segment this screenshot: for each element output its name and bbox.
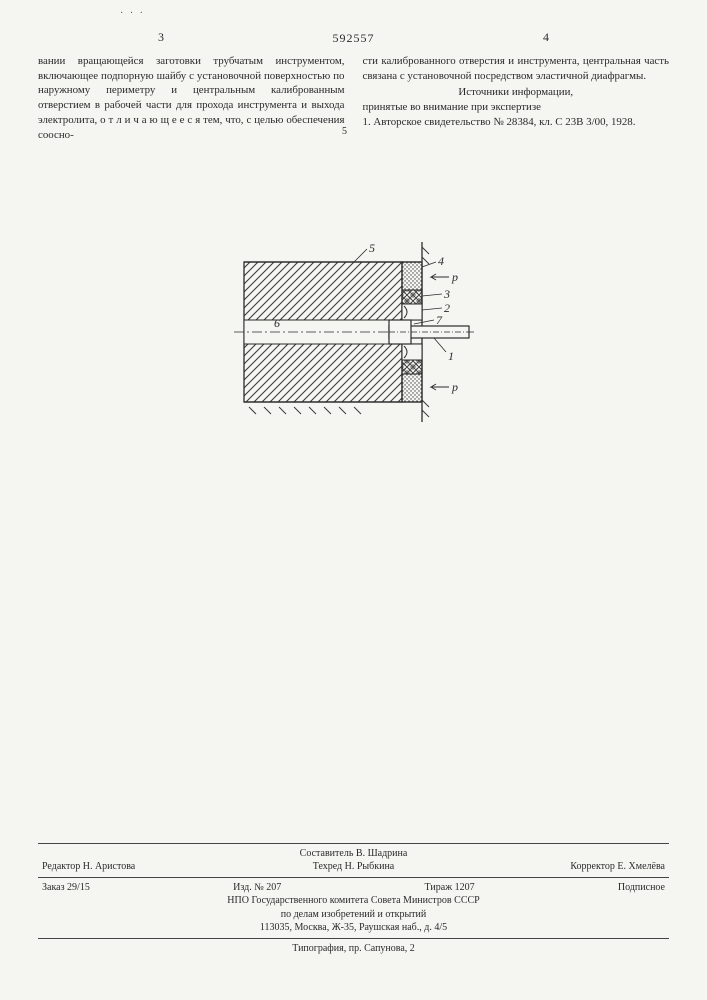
sources-heading: Источники информации,: [458, 86, 573, 98]
figure-label-6: 6: [274, 316, 280, 330]
body-columns: вании вращающейся заготовки трубчатым ин…: [38, 54, 669, 142]
page-number-left: 3: [158, 30, 164, 45]
figure-diagram: 5 6 4 3 2 1 7 p p: [224, 232, 484, 432]
figure-label-2: 2: [444, 301, 450, 315]
figure-ring-top: [402, 290, 422, 304]
figure-label-4: 4: [438, 254, 444, 268]
footer-compiler: Составитель В. Шадрина: [38, 847, 669, 861]
footer-address: 113035, Москва, Ж-35, Раушская наб., д. …: [38, 921, 669, 935]
footer-block: Составитель В. Шадрина Редактор Н. Арист…: [38, 840, 669, 956]
footer-order: Заказ 29/15: [42, 881, 90, 895]
footer-credits-row: Редактор Н. Аристова Техред Н. Рыбкина К…: [38, 860, 669, 874]
document-id: 592557: [38, 31, 669, 46]
footer-org2: по делам изобретений и открытий: [38, 908, 669, 922]
figure-zone: 5 6 4 3 2 1 7 p p: [38, 232, 669, 432]
figure-ring-bottom: [402, 360, 422, 374]
footer-izdanie: Изд. № 207: [233, 881, 281, 895]
footer-tirazh: Тираж 1207: [425, 881, 475, 895]
left-column-text: вании вращающейся заготовки трубчатым ин…: [38, 55, 345, 141]
footer-org1: НПО Государственного комитета Совета Мин…: [38, 894, 669, 908]
figure-ground-hatch: [249, 407, 361, 414]
right-column-text-top: сти калиброванного отверстия и инструмен…: [363, 55, 670, 82]
page-root: · · · 3 4 592557 вании вращающейся загот…: [0, 0, 707, 1000]
footer-editor: Редактор Н. Аристова: [42, 860, 248, 874]
figure-label-1: 1: [448, 349, 454, 363]
footer-print-row: Заказ 29/15 Изд. № 207 Тираж 1207 Подпис…: [38, 881, 669, 895]
header-smudge: · · ·: [120, 8, 145, 19]
footer-typography: Типография, пр. Сапунова, 2: [38, 942, 669, 956]
figure-label-7: 7: [436, 313, 443, 327]
source-item-1: 1. Авторское свидетельство № 28384, кл. …: [363, 116, 636, 128]
figure-label-5: 5: [369, 241, 375, 255]
footer-corrector: Корректор Е. Хмелёва: [459, 860, 665, 874]
figure-label-p-bottom: p: [451, 380, 458, 394]
sources-subheading: принятые во внимание при экспертизе: [363, 101, 542, 113]
figure-label-p-top: p: [451, 270, 458, 284]
footer-techred: Техред Н. Рыбкина: [251, 860, 457, 874]
page-number-right: 4: [543, 30, 549, 45]
footer-podpisnoe: Подписное: [618, 881, 665, 895]
right-column: сти калиброванного отверстия и инструмен…: [363, 54, 670, 142]
figure-label-3: 3: [443, 287, 450, 301]
left-column: вании вращающейся заготовки трубчатым ин…: [38, 54, 345, 142]
line-marker-5: 5: [342, 125, 347, 139]
